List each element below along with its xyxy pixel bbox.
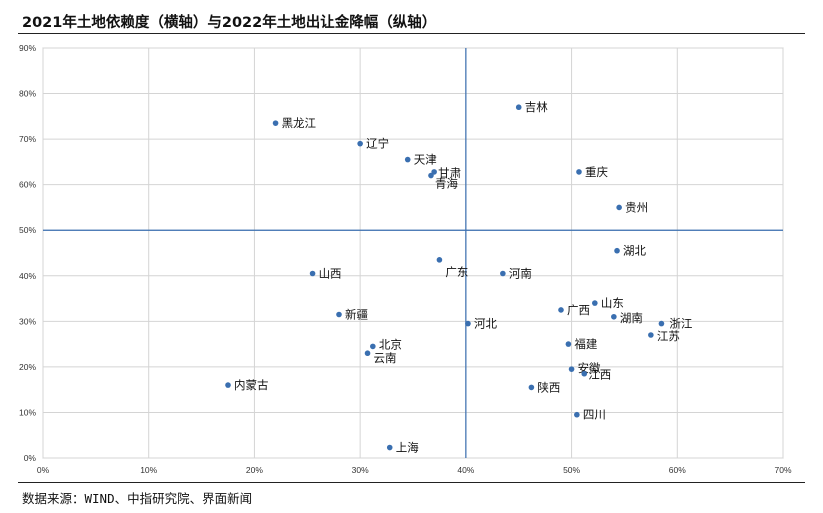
data-point (465, 320, 471, 327)
y-tick-label: 10% (19, 407, 36, 417)
point-label: 天津 (414, 153, 437, 167)
data-point (568, 366, 575, 372)
point-label: 湖北 (623, 244, 646, 258)
data-point (370, 343, 376, 350)
x-tick-label: 0% (37, 465, 50, 475)
grid-lines (42, 47, 784, 459)
point-label: 重庆 (585, 165, 608, 179)
data-point (500, 270, 506, 277)
title-rule (18, 33, 805, 34)
data-point (386, 444, 393, 451)
data-point (648, 332, 654, 338)
data-point (528, 384, 535, 391)
y-tick-label: 70% (19, 134, 36, 144)
point-label: 黑龙江 (282, 116, 317, 130)
data-point (364, 350, 371, 357)
point-label: 福建 (574, 337, 597, 351)
data-point (565, 341, 572, 347)
data-point (574, 411, 580, 418)
data-point (357, 140, 363, 147)
data-point (581, 370, 588, 377)
point-label: 甘肃 (438, 166, 461, 180)
plot-area-border (42, 47, 784, 459)
point-label: 北京 (379, 337, 402, 351)
x-axis-ticks: 0% 10% 20% 30% 40% 50% 60% 70% (37, 465, 792, 475)
point-label: 广东 (445, 265, 468, 279)
y-tick-label: 60% (19, 180, 36, 190)
data-point (611, 313, 617, 320)
point-label: 辽宁 (366, 137, 389, 151)
data-point (431, 169, 437, 175)
data-point (658, 320, 665, 327)
point-label: 河北 (474, 317, 497, 331)
data-point (436, 257, 443, 263)
y-tick-label: 40% (19, 271, 36, 281)
y-tick-label: 80% (19, 89, 36, 99)
point-label: 内蒙古 (234, 378, 269, 392)
point-label: 广西 (567, 303, 590, 317)
point-label: 陕西 (537, 380, 560, 394)
x-tick-label: 30% (352, 465, 369, 475)
data-point (614, 247, 620, 254)
point-label: 青海 (435, 177, 458, 191)
point-label: 云南 (374, 351, 397, 365)
point-label: 贵州 (625, 200, 648, 214)
reference-lines (43, 48, 783, 458)
data-point (309, 270, 316, 277)
source-note: 数据来源：WIND、中指研究院、界面新闻 (22, 491, 253, 506)
chart-title: 2021年土地依赖度（横轴）与2022年土地出让金降幅（纵轴） (22, 15, 437, 31)
y-axis-ticks: 0% 10% 20% 30% 40% 50% 60% 70% 80% 90% (19, 43, 36, 463)
footer-rule (18, 482, 805, 483)
point-label: 吉林 (525, 100, 548, 114)
point-label: 江西 (588, 368, 611, 382)
x-tick-label: 50% (563, 465, 580, 475)
data-point (336, 311, 342, 318)
x-tick-label: 70% (774, 465, 791, 475)
point-label: 新疆 (345, 308, 368, 322)
data-point (428, 172, 434, 179)
point-label: 浙江 (669, 317, 692, 331)
data-point (576, 169, 582, 175)
x-tick-label: 40% (457, 465, 474, 475)
y-tick-label: 30% (19, 316, 36, 326)
y-tick-label: 50% (19, 225, 36, 235)
point-label: 山西 (319, 267, 342, 281)
data-point (616, 204, 622, 211)
y-tick-label: 0% (24, 453, 37, 463)
point-label: 湖南 (620, 311, 643, 325)
point-label: 江苏 (657, 329, 680, 343)
point-label: 河南 (509, 267, 532, 281)
data-point (272, 120, 279, 126)
point-label: 山东 (601, 296, 624, 310)
data-point (515, 104, 522, 111)
y-tick-label: 90% (19, 43, 36, 53)
data-point (225, 382, 231, 388)
data-point (592, 300, 598, 306)
x-tick-label: 20% (246, 465, 263, 475)
data-point (558, 307, 564, 313)
y-tick-label: 20% (19, 362, 36, 372)
x-tick-label: 10% (140, 465, 157, 475)
data-point (404, 156, 411, 163)
point-label: 上海 (396, 441, 419, 455)
x-tick-label: 60% (669, 465, 686, 475)
point-label: 四川 (583, 408, 606, 422)
